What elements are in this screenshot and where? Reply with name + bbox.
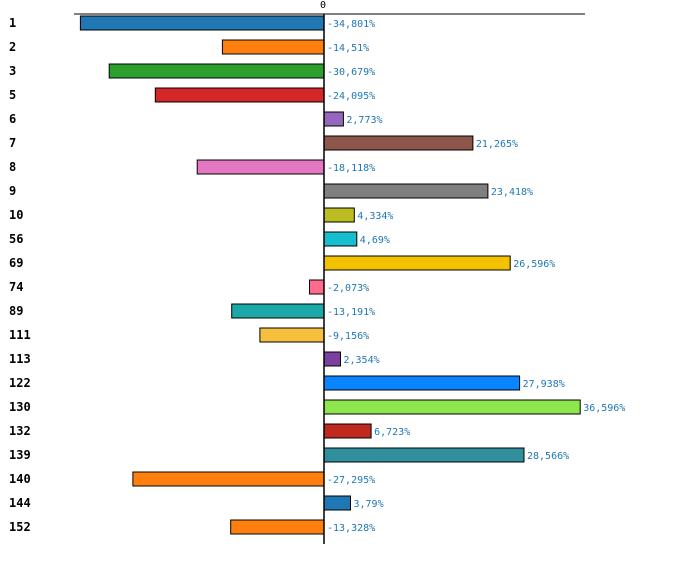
bar[interactable] — [323, 399, 581, 415]
bar[interactable] — [230, 519, 325, 535]
value-label: 28,566% — [527, 451, 569, 462]
value-label: -14,51% — [327, 43, 369, 54]
bar[interactable] — [323, 231, 358, 247]
category-label: 140 — [9, 472, 31, 486]
value-label: -18,118% — [327, 163, 375, 174]
zero-tick-label: 0 — [320, 0, 326, 11]
value-label: 4,334% — [357, 211, 393, 222]
bar[interactable] — [323, 375, 521, 391]
value-label: 6,723% — [374, 427, 410, 438]
category-label: 74 — [9, 280, 23, 294]
category-label: 122 — [9, 376, 31, 390]
bars-group: 1 -34,801% 2 -14,51% 3 -30,679% 5 -24,095% 6 2,77… — [9, 15, 625, 535]
category-label: 69 — [9, 256, 23, 270]
value-label: -2,073% — [327, 283, 369, 294]
value-label: 4,69% — [360, 235, 390, 246]
category-label: 111 — [9, 328, 31, 342]
value-label: 36,596% — [583, 403, 625, 414]
category-label: 2 — [9, 40, 16, 54]
category-label: 9 — [9, 184, 16, 198]
bar[interactable] — [221, 39, 325, 55]
category-label: 8 — [9, 160, 16, 174]
value-label: -9,156% — [327, 331, 369, 342]
value-label: -13,191% — [327, 307, 375, 318]
bar[interactable] — [323, 255, 511, 271]
bar[interactable] — [323, 495, 351, 511]
category-label: 6 — [9, 112, 16, 126]
category-label: 10 — [9, 208, 23, 222]
value-label: 2,354% — [344, 355, 380, 366]
bar[interactable] — [323, 207, 355, 223]
bar[interactable] — [309, 279, 325, 295]
category-label: 139 — [9, 448, 31, 462]
value-label: -24,095% — [327, 91, 375, 102]
value-label: 21,265% — [476, 139, 518, 150]
bar[interactable] — [154, 87, 325, 103]
bar[interactable] — [323, 351, 341, 367]
category-label: 3 — [9, 64, 16, 78]
bar[interactable] — [231, 303, 325, 319]
value-label: -13,328% — [327, 523, 375, 534]
value-label: 27,938% — [523, 379, 565, 390]
category-label: 7 — [9, 136, 16, 150]
bar[interactable] — [196, 159, 325, 175]
value-label: -34,801% — [327, 19, 375, 30]
value-label: 3,79% — [354, 499, 384, 510]
bar[interactable] — [323, 447, 525, 463]
category-label: 5 — [9, 88, 16, 102]
bar[interactable] — [323, 111, 344, 127]
category-label: 1 — [9, 16, 16, 30]
bar[interactable] — [323, 135, 474, 151]
bar[interactable] — [259, 327, 325, 343]
value-label: 26,596% — [513, 259, 555, 270]
bar[interactable] — [108, 63, 325, 79]
category-label: 130 — [9, 400, 31, 414]
value-label: 23,418% — [491, 187, 533, 198]
value-label: -27,295% — [327, 475, 375, 486]
category-label: 89 — [9, 304, 23, 318]
category-label: 152 — [9, 520, 31, 534]
bar[interactable] — [323, 423, 372, 439]
value-label: -30,679% — [327, 67, 375, 78]
bar[interactable] — [132, 471, 325, 487]
category-label: 113 — [9, 352, 31, 366]
category-label: 144 — [9, 496, 31, 510]
category-label: 56 — [9, 232, 23, 246]
value-label: 2,773% — [346, 115, 382, 126]
category-label: 132 — [9, 424, 31, 438]
bar[interactable] — [323, 183, 489, 199]
bar[interactable] — [79, 15, 325, 31]
